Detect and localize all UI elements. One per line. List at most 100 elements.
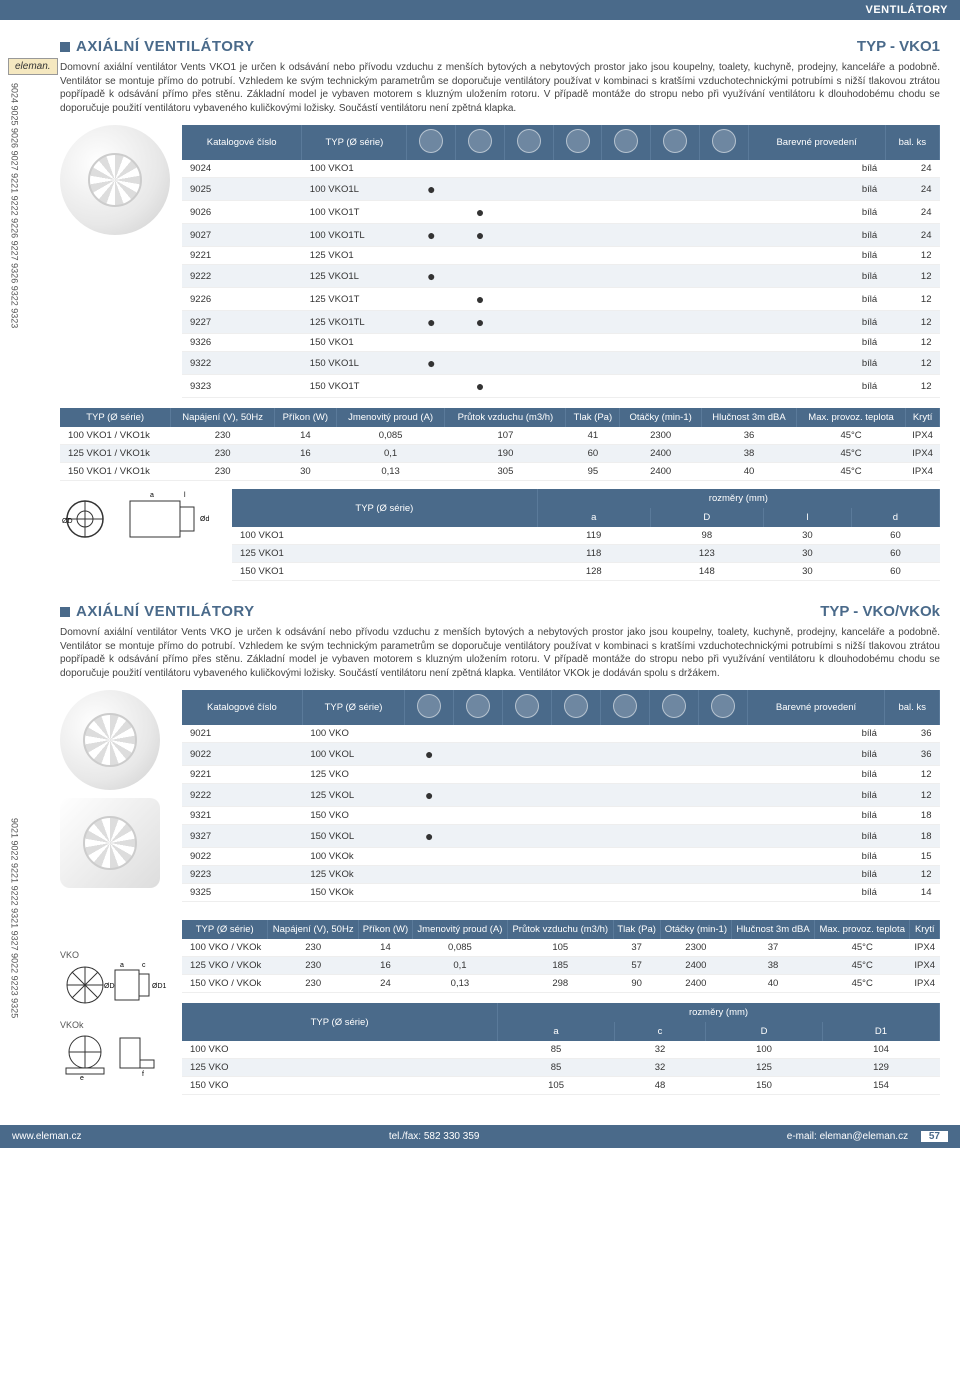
table-row: 100 VKO1 / VKO1k230140,0851074123003645°…: [60, 427, 940, 445]
table-row: 9221125 VKO1bílá12: [182, 247, 940, 265]
table-cell: [699, 178, 748, 201]
brand-logo: eleman.: [8, 58, 58, 75]
table-cell: [698, 807, 747, 825]
col-header: Příkon (W): [274, 408, 336, 427]
bullet-square: [60, 607, 70, 617]
table-cell: [698, 848, 747, 866]
table-cell: 32: [615, 1041, 706, 1059]
table-cell: 9026: [182, 201, 302, 224]
table-cell: [600, 866, 649, 884]
table-cell: [699, 201, 748, 224]
table-cell: 0,085: [336, 427, 445, 445]
table-row: 125 VKO / VKOk230160,11855724003845°CIPX…: [182, 957, 940, 975]
table-cell: 38: [732, 957, 815, 975]
col-header: Hlučnost 3m dBA: [732, 920, 815, 939]
table-cell: 230: [268, 975, 359, 993]
table-cell: [503, 825, 552, 848]
table-cell: [600, 784, 649, 807]
table-cell: [602, 178, 651, 201]
table-cell: [698, 784, 747, 807]
table-cell: 230: [171, 445, 275, 463]
table-cell: 150 VKO1: [232, 563, 537, 581]
table-cell: 0,1: [412, 957, 507, 975]
col-header: Katalogové číslo: [182, 125, 302, 160]
table-cell: [454, 825, 503, 848]
table-row: 125 VKO8532125129: [182, 1059, 940, 1077]
table-cell: 16: [274, 445, 336, 463]
col-header: Barevné provedení: [748, 125, 885, 160]
table-cell: [552, 743, 601, 766]
svg-text:a: a: [150, 492, 154, 499]
table-cell: 100 VKO1: [302, 160, 407, 178]
table-cell: [651, 288, 700, 311]
table-cell: [405, 884, 454, 902]
table-cell: IPX4: [910, 975, 940, 993]
section1-description: Domovní axiální ventilátor Vents VKO1 je…: [60, 61, 940, 115]
table-cell: ●: [407, 311, 456, 334]
table-cell: [504, 311, 553, 334]
col-header: Krytí: [906, 408, 940, 427]
table-cell: 230: [268, 939, 359, 957]
table-cell: [407, 334, 456, 352]
table-cell: 150 VKOk: [302, 884, 404, 902]
table-cell: 123: [650, 545, 763, 563]
col-header: Otáčky (min-1): [620, 408, 702, 427]
spec-table-1: TYP (Ø série)Napájení (V), 50HzPříkon (W…: [60, 408, 940, 481]
table-cell: [504, 288, 553, 311]
table-cell: 30: [763, 545, 851, 563]
table-cell: 12: [885, 784, 940, 807]
svg-text:e: e: [80, 1075, 84, 1080]
table-cell: IPX4: [906, 463, 940, 481]
section1-title: AXIÁLNÍ VENTILÁTORY: [76, 38, 255, 55]
table-row: 9022100 VKOL●bílá36: [182, 743, 940, 766]
col-header: c: [615, 1022, 706, 1041]
section2-description: Domovní axiální ventilátor Vents VKO je …: [60, 626, 940, 680]
table-cell: [649, 884, 698, 902]
table-cell: 150 VKO: [182, 1077, 498, 1095]
table-cell: bílá: [747, 784, 885, 807]
table-cell: 60: [566, 445, 620, 463]
table-row: 9222125 VKOL●bílá12: [182, 784, 940, 807]
table-cell: 0,13: [412, 975, 507, 993]
table-cell: 45°C: [815, 939, 910, 957]
col-header: Příkon (W): [358, 920, 412, 939]
footer-tel: tel./fax: 582 330 359: [389, 1131, 480, 1142]
table-cell: 125 VKO: [182, 1059, 498, 1077]
catalog-table-2: Katalogové čísloTYP (Ø série)Barevné pro…: [182, 690, 940, 902]
table-cell: 125 VKO / VKOk: [182, 957, 268, 975]
table-cell: 45°C: [815, 957, 910, 975]
table-cell: ●: [407, 352, 456, 375]
table-cell: [504, 352, 553, 375]
table-cell: 9226: [182, 288, 302, 311]
table-cell: 60: [851, 545, 939, 563]
table-cell: 104: [823, 1041, 940, 1059]
table-cell: [602, 160, 651, 178]
table-cell: 100 VKO1TL: [302, 224, 407, 247]
col-header: [503, 690, 552, 725]
col-header: [405, 690, 454, 725]
table-cell: 2300: [620, 427, 702, 445]
table-cell: 57: [613, 957, 660, 975]
table-cell: 30: [763, 563, 851, 581]
table-cell: [456, 160, 505, 178]
table-cell: [600, 766, 649, 784]
table-cell: bílá: [748, 160, 885, 178]
table-cell: [504, 178, 553, 201]
table-cell: [552, 784, 601, 807]
col-header: TYP (Ø série): [302, 125, 407, 160]
table-row: 9323150 VKO1T●bílá12: [182, 375, 940, 398]
col-header: [600, 690, 649, 725]
table-cell: 9024: [182, 160, 302, 178]
table-cell: 9221: [182, 766, 302, 784]
table-cell: ●: [407, 224, 456, 247]
table-cell: 150: [706, 1077, 823, 1095]
table-cell: [503, 725, 552, 743]
table-cell: [699, 224, 748, 247]
table-row: 9026100 VKO1T●bílá24: [182, 201, 940, 224]
table-cell: [602, 352, 651, 375]
table-cell: 12: [885, 334, 939, 352]
svg-text:Ød: Ød: [200, 516, 209, 523]
table-cell: 24: [885, 160, 939, 178]
svg-text:f: f: [142, 1071, 144, 1078]
table-cell: [454, 784, 503, 807]
